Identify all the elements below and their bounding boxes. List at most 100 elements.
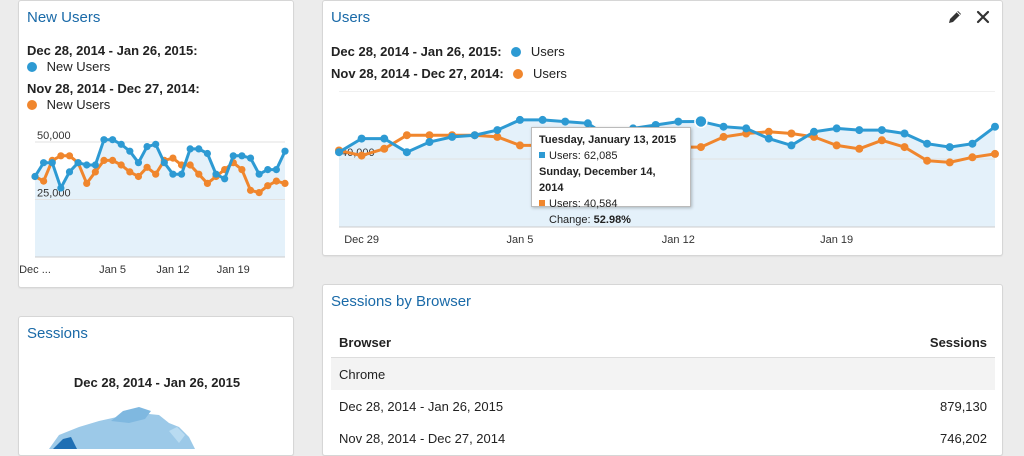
- data-point[interactable]: [143, 163, 151, 171]
- data-point[interactable]: [177, 170, 186, 178]
- data-point[interactable]: [186, 161, 194, 169]
- data-point[interactable]: [203, 149, 212, 158]
- world-map-icon[interactable]: [19, 397, 293, 449]
- data-point[interactable]: [719, 122, 728, 131]
- browser-column-header[interactable]: Browser: [331, 327, 805, 358]
- data-point[interactable]: [402, 131, 411, 140]
- data-point[interactable]: [493, 126, 502, 135]
- data-point[interactable]: [126, 147, 134, 155]
- legend-series-current[interactable]: New Users: [27, 59, 110, 74]
- sessions-column-header[interactable]: Sessions: [804, 327, 995, 358]
- new-users-chart[interactable]: 50,000 25,000 Dec ... Jan 5 Jan 12 Jan 19: [19, 119, 293, 284]
- data-point[interactable]: [117, 161, 125, 169]
- data-point[interactable]: [380, 134, 389, 143]
- data-point[interactable]: [583, 119, 592, 128]
- data-point[interactable]: [945, 143, 954, 152]
- data-point[interactable]: [742, 124, 751, 133]
- data-point[interactable]: [945, 158, 954, 167]
- data-point[interactable]: [264, 166, 272, 174]
- close-icon[interactable]: [975, 9, 991, 30]
- data-point[interactable]: [787, 141, 796, 150]
- data-point[interactable]: [160, 159, 168, 167]
- data-point[interactable]: [48, 159, 56, 167]
- data-point[interactable]: [212, 170, 220, 178]
- legend-series-previous[interactable]: New Users: [27, 97, 110, 112]
- data-point[interactable]: [186, 145, 194, 153]
- pencil-icon[interactable]: [947, 9, 963, 30]
- data-point[interactable]: [134, 159, 143, 167]
- data-point[interactable]: [281, 179, 289, 187]
- data-point[interactable]: [900, 143, 909, 152]
- data-point[interactable]: [719, 132, 728, 141]
- table-row[interactable]: Nov 28, 2014 - Dec 27, 2014 746,202: [331, 422, 995, 454]
- data-point[interactable]: [65, 152, 74, 160]
- data-point[interactable]: [238, 152, 246, 160]
- data-point[interactable]: [855, 144, 864, 153]
- data-point[interactable]: [877, 126, 886, 135]
- data-point[interactable]: [968, 139, 977, 148]
- data-point[interactable]: [515, 115, 524, 124]
- data-point[interactable]: [91, 168, 99, 176]
- data-point[interactable]: [91, 161, 99, 169]
- data-point[interactable]: [425, 131, 434, 140]
- data-point[interactable]: [696, 143, 705, 152]
- data-point[interactable]: [832, 141, 841, 150]
- data-point[interactable]: [991, 122, 999, 131]
- data-point[interactable]: [561, 117, 570, 126]
- data-point[interactable]: [57, 184, 65, 192]
- data-point[interactable]: [900, 129, 909, 138]
- data-point[interactable]: [855, 126, 864, 135]
- data-point[interactable]: [448, 132, 457, 141]
- data-point[interactable]: [538, 115, 547, 124]
- data-point[interactable]: [74, 159, 82, 167]
- data-point[interactable]: [470, 131, 479, 140]
- data-point[interactable]: [425, 138, 434, 146]
- data-point[interactable]: [238, 166, 246, 174]
- data-point[interactable]: [100, 156, 108, 164]
- data-point[interactable]: [335, 148, 343, 157]
- data-point[interactable]: [57, 152, 65, 160]
- users-legend-current[interactable]: Dec 28, 2014 - Jan 26, 2015: Users: [331, 44, 565, 59]
- data-point[interactable]: [281, 147, 289, 155]
- data-point[interactable]: [152, 170, 160, 178]
- data-point[interactable]: [923, 156, 932, 165]
- data-point[interactable]: [515, 141, 524, 150]
- data-point[interactable]: [357, 134, 366, 143]
- data-point[interactable]: [169, 154, 177, 162]
- data-point[interactable]: [108, 156, 117, 164]
- data-point[interactable]: [169, 170, 177, 178]
- data-point[interactable]: [991, 149, 999, 158]
- data-point[interactable]: [764, 127, 773, 136]
- data-point[interactable]: [117, 140, 125, 148]
- data-point[interactable]: [83, 179, 91, 187]
- data-point[interactable]: [674, 117, 683, 126]
- data-point[interactable]: [40, 159, 48, 167]
- data-point[interactable]: [810, 127, 819, 136]
- data-point[interactable]: [143, 143, 151, 151]
- data-point[interactable]: [264, 182, 272, 190]
- data-point[interactable]: [787, 129, 796, 138]
- data-point[interactable]: [923, 139, 932, 148]
- data-point[interactable]: [246, 154, 255, 162]
- data-point[interactable]: [83, 161, 91, 169]
- data-point[interactable]: [380, 144, 389, 153]
- data-point[interactable]: [272, 177, 280, 185]
- data-point[interactable]: [832, 124, 841, 133]
- data-point[interactable]: [134, 172, 143, 181]
- data-point[interactable]: [195, 145, 203, 153]
- data-point[interactable]: [402, 148, 411, 157]
- data-point[interactable]: [877, 136, 886, 145]
- data-point[interactable]: [694, 114, 708, 129]
- data-point[interactable]: [126, 168, 134, 176]
- data-point[interactable]: [31, 172, 39, 181]
- data-point[interactable]: [203, 179, 212, 187]
- data-point[interactable]: [40, 177, 48, 185]
- data-point[interactable]: [221, 175, 229, 183]
- table-row[interactable]: Dec 28, 2014 - Jan 26, 2015 879,130: [331, 390, 995, 422]
- data-point[interactable]: [493, 132, 502, 141]
- data-point[interactable]: [100, 136, 108, 144]
- data-point[interactable]: [968, 153, 977, 162]
- data-point[interactable]: [108, 136, 117, 144]
- data-point[interactable]: [65, 168, 74, 176]
- data-point[interactable]: [357, 151, 366, 160]
